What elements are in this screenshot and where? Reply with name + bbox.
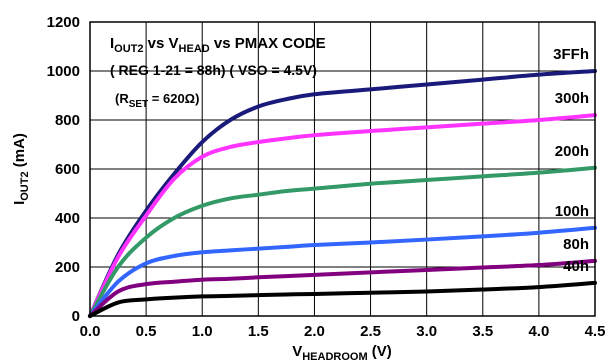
- series-label-200h: 200h: [555, 143, 589, 160]
- series-label-300h: 300h: [555, 90, 589, 107]
- annotation-line-1-sub: OUT2: [114, 43, 143, 55]
- annotation-line-1: IOUT2 vs VHEAD vs PMAX CODE: [110, 35, 326, 55]
- x-tick-label: 2.0: [304, 323, 325, 340]
- gridlines: [90, 22, 595, 316]
- series-label-80h: 80h: [563, 236, 589, 253]
- x-tick-label: 2.5: [360, 323, 381, 340]
- x-axis-label-main: V: [292, 343, 302, 360]
- annotation-line-3-sub: SET: [129, 99, 148, 110]
- x-tick-label: 1.0: [192, 323, 213, 340]
- series-line-200h: [88, 165, 597, 318]
- annotation-line-3: (RSET = 620Ω): [115, 91, 199, 110]
- x-tick-label: 0.0: [80, 323, 101, 340]
- plot-frame: [89, 21, 596, 317]
- series-labels: 3FFh 300h 200h 100h 80h 40h: [553, 46, 589, 275]
- annotation-line-3-prefix: (R: [115, 91, 129, 106]
- series-line-3ffh: [88, 69, 597, 318]
- annotation-line-1-mid: vs V: [144, 35, 179, 52]
- x-axis-label-sub: HEADROOM: [302, 351, 367, 362]
- series-label-3ffh: 3FFh: [553, 46, 589, 63]
- y-tick-label: 800: [55, 112, 80, 129]
- y-tick-label: 1200: [47, 14, 80, 31]
- series-line-300h: [88, 113, 597, 318]
- x-tick-label: 4.5: [585, 323, 606, 340]
- y-tick-label: 1000: [47, 63, 80, 80]
- x-tick-label: 3.0: [416, 323, 437, 340]
- annotation-line-2: ( REG 1-21 = 88h) ( VSO = 4.5V): [110, 62, 317, 78]
- x-tick-label: 1.5: [248, 323, 269, 340]
- series-line-40h: [88, 280, 597, 318]
- x-axis-label-unit: (V): [368, 343, 392, 360]
- annotation-line-1-sub2: HEAD: [179, 43, 210, 55]
- x-tick-label: 0.5: [136, 323, 157, 340]
- annotation-line-1-suffix: vs PMAX CODE: [210, 35, 326, 52]
- series-lines: [88, 69, 597, 318]
- y-tick-label: 400: [55, 210, 80, 227]
- series-label-100h: 100h: [555, 203, 589, 220]
- y-tick-label: 200: [55, 259, 80, 276]
- annotation-line-3-suffix: = 620Ω): [148, 91, 199, 106]
- x-tick-label: 3.5: [472, 323, 493, 340]
- y-axis-label-unit: (mA): [11, 133, 28, 171]
- x-tick-label: 4.0: [528, 323, 549, 340]
- series-label-40h: 40h: [563, 258, 589, 275]
- y-axis-label: IOUT2 (mA): [11, 133, 31, 205]
- x-axis-label: VHEADROOM (V): [292, 343, 392, 362]
- y-tick-label: 600: [55, 161, 80, 178]
- annotation-line-1-prefix: I: [110, 35, 114, 52]
- series-line-100h: [88, 225, 597, 318]
- series-line-80h: [88, 258, 597, 318]
- tick-labels: 0.0 0.5 1.0 1.5 2.0 2.5 3.0 3.5 4.0 4.5 0 200 400 600…: [47, 14, 606, 340]
- y-axis-label-sub: OUT2: [19, 171, 31, 200]
- y-tick-label: 0: [72, 308, 80, 325]
- y-axis-label-main: I: [11, 201, 28, 205]
